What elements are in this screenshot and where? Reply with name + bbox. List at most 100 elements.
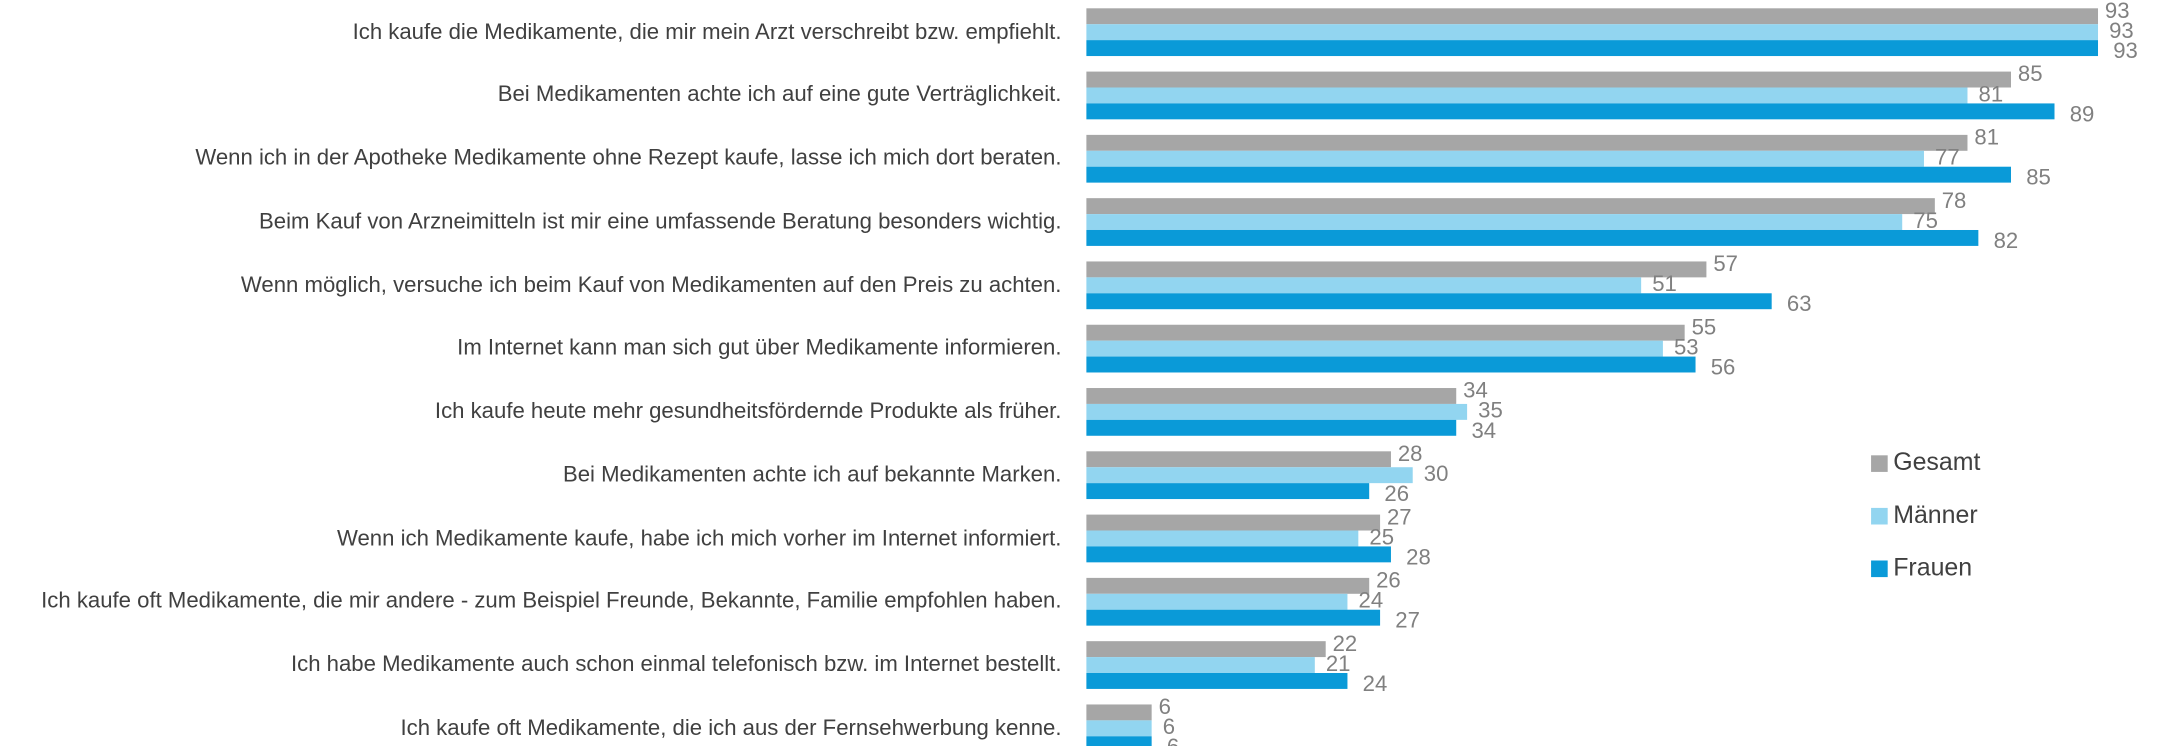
bar [1086, 609, 1381, 626]
category-text: Bei Medikamenten achte ich auf eine gute… [497, 83, 1062, 108]
value-label: 6 [1159, 694, 1171, 719]
value-label: 78 [1942, 188, 1967, 213]
value-label: 24 [1363, 671, 1388, 696]
bar [1086, 673, 1348, 689]
category-text: Im Internet kann man sich gut über Medik… [457, 336, 1062, 361]
bar [1086, 577, 1370, 594]
category-text: Wenn ich in der Apotheke Medikamente ohn… [195, 146, 1062, 171]
bar [1086, 277, 1642, 294]
category-text: Beim Kauf von Arzneimitteln ist mir eine… [259, 210, 1062, 234]
category-label: Im Internet kann man sich gut über Medik… [0, 318, 1061, 380]
category-label: Wenn möglich, versuche ich beim Kauf von… [0, 255, 1062, 317]
bar [1086, 736, 1152, 746]
bar [1086, 293, 1772, 310]
legend-swatch [1871, 507, 1888, 525]
value-label: 75 [1913, 208, 1938, 233]
value-label: 21 [1326, 651, 1351, 676]
value-label: 34 [1463, 378, 1488, 403]
value-label: 51 [1652, 271, 1677, 296]
bar [1086, 467, 1413, 484]
value-label: 55 [1692, 314, 1717, 339]
category-text: Ich habe Medikamente auch schon einmal t… [290, 653, 1062, 677]
value-label: 56 [1711, 355, 1736, 380]
category-text: Ich kaufe die Medikamente, die mir mein … [352, 20, 1062, 44]
value-label: 26 [1384, 481, 1409, 506]
legend-swatch [1871, 560, 1888, 578]
bar [1086, 641, 1326, 658]
value-label: 35 [1478, 398, 1503, 423]
value-label: 6 [1167, 734, 1179, 746]
bar [1086, 546, 1391, 563]
category-label: Bei Medikamenten achte ich auf bekannte … [0, 444, 1062, 506]
value-label: 82 [1994, 228, 2019, 253]
bar [1086, 103, 2055, 120]
bar [1086, 593, 1348, 610]
value-label: 93 [2109, 18, 2134, 43]
bar [1086, 71, 2011, 88]
value-label: 57 [1713, 251, 1738, 276]
category-text: Wenn möglich, versuche ich beim Kauf von… [240, 273, 1062, 298]
bar [1086, 24, 2099, 41]
value-label: 30 [1424, 461, 1449, 486]
value-label: 22 [1333, 631, 1358, 656]
bar [1086, 198, 1935, 215]
bar [1086, 8, 2099, 25]
value-label: 89 [2070, 101, 2095, 126]
bar [1086, 451, 1391, 468]
bar [1086, 261, 1707, 278]
value-label: 27 [1395, 608, 1420, 633]
value-label: 25 [1369, 524, 1394, 549]
bar [1086, 134, 1968, 151]
bar [1086, 657, 1315, 674]
category-label: Ich kaufe heute mehr gesundheitsfördernd… [0, 381, 1062, 443]
legend-label: Gesamt [1893, 448, 1980, 476]
bar [1086, 704, 1152, 721]
bar [1086, 214, 1903, 230]
bar [1086, 419, 1457, 436]
value-label: 28 [1406, 544, 1431, 569]
value-label: 85 [2026, 165, 2051, 190]
category-label: Ich kaufe oft Medikamente, die mir ander… [0, 571, 1061, 633]
category-text: Wenn ich Medikamente kaufe, habe ich mic… [336, 526, 1062, 551]
bar [1086, 403, 1468, 420]
category-label: Ich kaufe oft Medikamente, die ich aus d… [0, 698, 1061, 746]
category-label: Wenn ich Medikamente kaufe, habe ich mic… [0, 508, 1061, 570]
value-label: 24 [1359, 588, 1384, 613]
bar [1086, 483, 1370, 500]
category-text: Ich kaufe oft Medikamente, die mir ander… [41, 589, 1062, 614]
value-label: 85 [2018, 61, 2043, 86]
category-label: Ich habe Medikamente auch schon einmal t… [0, 634, 1062, 696]
value-label: 34 [1471, 418, 1496, 443]
bar [1086, 514, 1381, 531]
value-label: 81 [1974, 125, 1999, 150]
value-label: 53 [1674, 334, 1699, 359]
legend-label: Männer [1893, 501, 1977, 529]
legend-swatch [1871, 455, 1888, 472]
category-text: Bei Medikamenten achte ich auf bekannte … [562, 463, 1062, 487]
category-text: Ich kaufe heute mehr gesundheitsfördernd… [434, 400, 1062, 424]
category-label: Beim Kauf von Arzneimitteln ist mir eine… [0, 191, 1061, 253]
bar [1086, 150, 1924, 167]
value-label: 81 [1979, 81, 2004, 106]
value-label: 63 [1787, 291, 1812, 316]
category-text: Ich kaufe oft Medikamente, die ich aus d… [400, 716, 1062, 741]
value-label: 93 [2113, 38, 2138, 63]
bar [1086, 324, 1685, 341]
bar [1086, 340, 1663, 357]
bar [1086, 530, 1359, 547]
category-label: Ich kaufe die Medikamente, die mir mein … [0, 1, 1062, 63]
bar [1086, 229, 1979, 246]
bar [1086, 166, 2011, 183]
value-label: 77 [1935, 145, 1960, 170]
bar [1086, 720, 1152, 737]
bar [1086, 356, 1696, 373]
value-label: 26 [1376, 568, 1401, 593]
value-label: 27 [1387, 504, 1412, 529]
bar [1086, 388, 1457, 404]
bar [1086, 40, 2099, 57]
bar [1086, 87, 1968, 104]
value-label: 93 [2105, 0, 2130, 23]
